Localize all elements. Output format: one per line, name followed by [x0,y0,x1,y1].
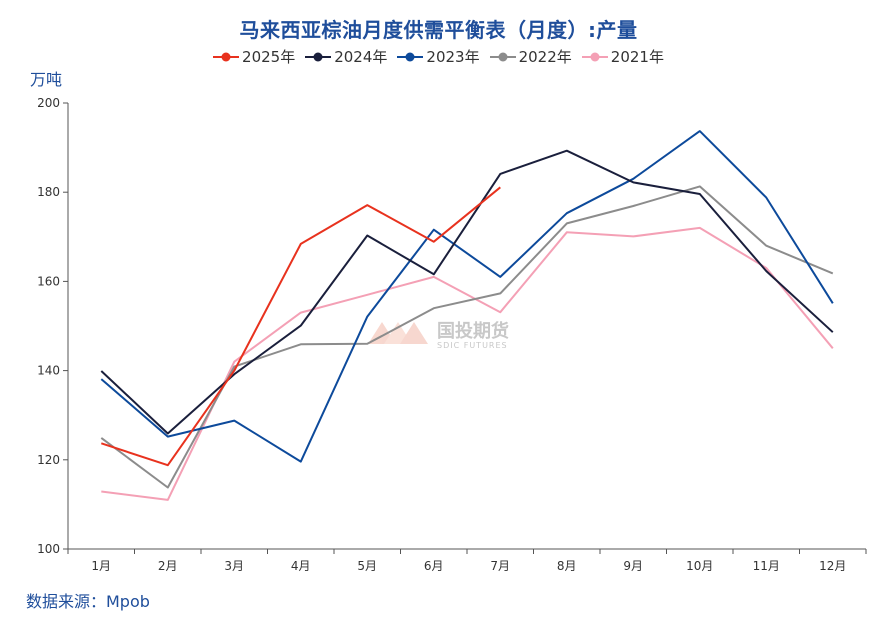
watermark: 国投期货 SDIC FUTURES [368,320,509,350]
x-tick-label: 3月 [224,559,244,573]
legend-item-2023[interactable]: 2023年 [397,46,480,67]
x-tick-label: 11月 [753,559,780,573]
y-tick-label: 140 [37,364,60,378]
legend-swatch-2024 [305,52,332,61]
x-tick-label: 5月 [357,559,377,573]
legend-label-2023: 2023年 [426,48,480,66]
legend-item-2024[interactable]: 2024年 [305,46,387,67]
x-tick-label: 1月 [91,559,111,573]
y-tick-label: 120 [37,453,60,467]
chart-title: 马来西亚棕油月度供需平衡表（月度）:产量 [239,18,638,42]
watermark-subtext: SDIC FUTURES [437,341,508,350]
series-line-2023 [100,130,834,463]
y-tick-label: 200 [37,96,60,110]
x-tick-label: 2月 [158,559,178,573]
series-line-2025 [100,186,501,467]
legend-label-2022: 2022年 [518,48,572,66]
x-tick-label: 10月 [686,559,713,573]
legend-swatch-2023 [397,52,424,61]
source-note: 数据来源：Mpob [26,592,150,611]
legend-item-2021[interactable]: 2021年 [581,46,664,67]
x-tick-label: 7月 [490,559,510,573]
legend-swatch-2025 [213,52,240,61]
series-line-2024 [100,149,834,435]
legend-swatch-2022 [489,52,516,61]
watermark-logo [368,322,428,344]
x-tick-label: 8月 [557,559,577,573]
x-tick-label: 12月 [819,559,846,573]
series-line-2021 [101,226,834,501]
x-tick-label: 9月 [623,559,643,573]
series-lines [100,130,834,501]
legend-item-2025[interactable]: 2025年 [213,46,295,67]
legend-item-2022[interactable]: 2022年 [489,46,572,67]
legend-label-2021: 2021年 [610,48,664,66]
y-axis-unit: 万吨 [30,70,63,89]
legend: 2025年 2024年 2023年 2022年 2021年 [0,46,877,67]
axes: 100 120 140 160 180 200 1月 2月 3月 4月 5月 6月 7月 8月 9月 10月 1… [37,96,867,573]
x-tick-label: 6月 [424,559,444,573]
y-tick-label: 180 [37,185,60,199]
watermark-text: 国投期货 [437,320,509,342]
legend-label-2024: 2024年 [334,48,388,66]
x-tick-label: 4月 [291,559,311,573]
legend-swatch-2021 [581,52,608,61]
y-tick-label: 160 [37,274,60,288]
y-tick-label: 100 [37,542,60,556]
legend-label-2025: 2025年 [242,48,296,66]
